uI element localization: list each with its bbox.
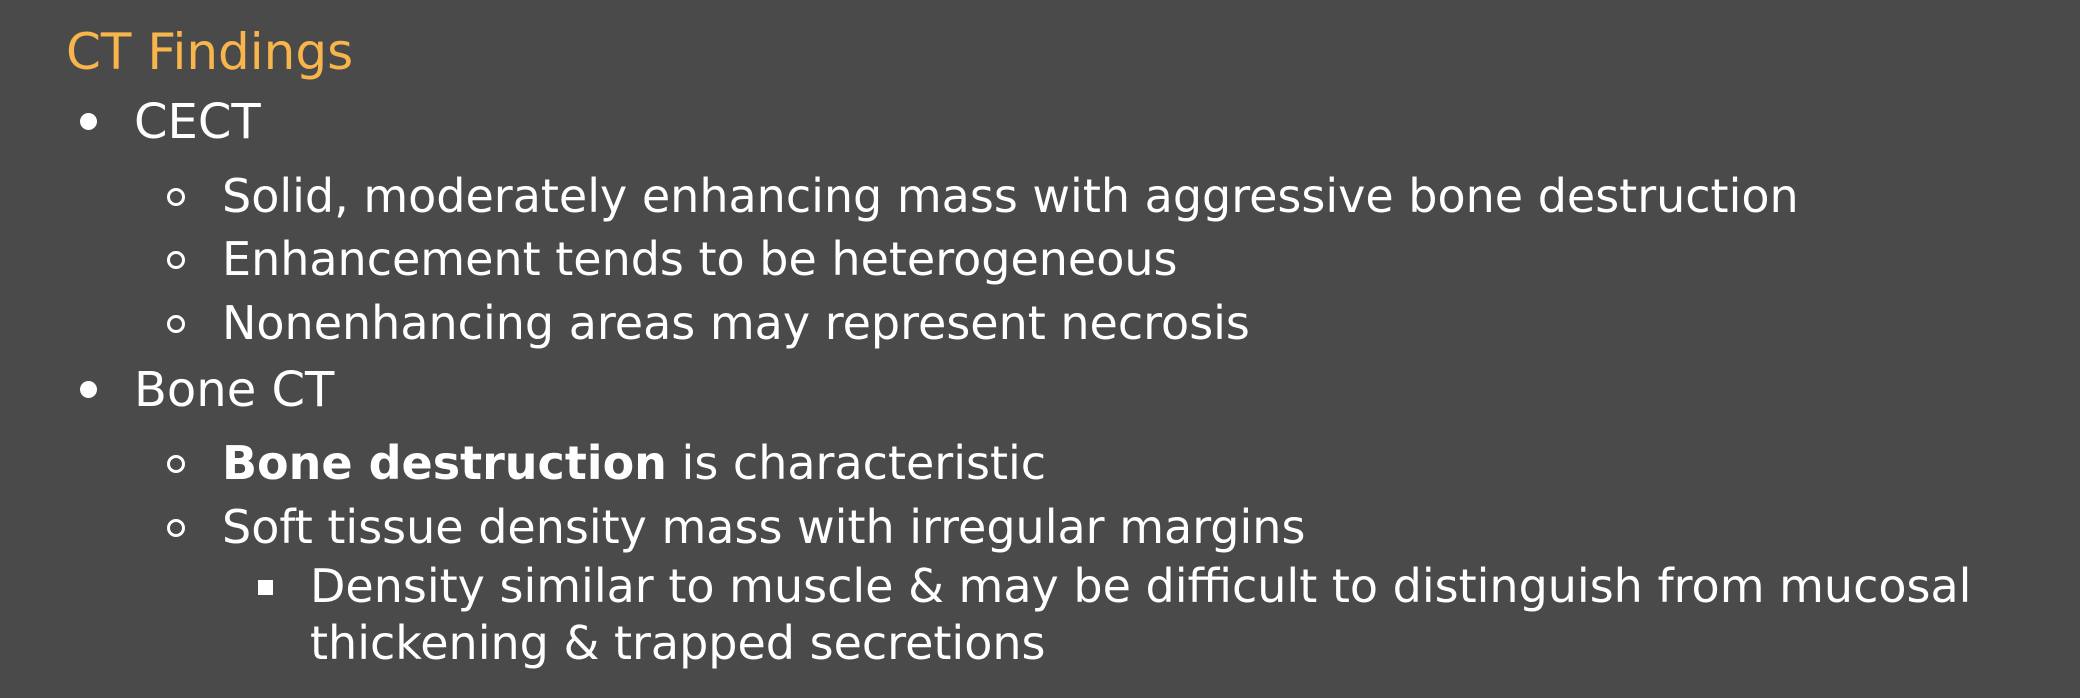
emphasis-text: Bone destruction bbox=[222, 436, 667, 490]
bullet-circle-icon bbox=[167, 519, 185, 537]
sub-list-item-line-2: thickening & trapped secretions bbox=[310, 616, 1046, 670]
list-item: Enhancement tends to be heterogeneous bbox=[222, 232, 1178, 286]
list-item: Soft tissue density mass with irregular … bbox=[222, 500, 1306, 554]
bullet-circle-icon bbox=[167, 251, 185, 269]
list-item: Solid, moderately enhancing mass with ag… bbox=[222, 169, 1799, 223]
list-item-text: is characteristic bbox=[666, 436, 1047, 490]
sub-list-item-line-1: Density similar to muscle & may be diffi… bbox=[310, 559, 1972, 613]
bullet-circle-icon bbox=[167, 188, 185, 206]
bullet-square-icon bbox=[258, 580, 273, 595]
bullet-circle-icon bbox=[167, 315, 185, 333]
bullet-disc-icon bbox=[80, 381, 97, 398]
list-item: Bone destruction is characteristic bbox=[222, 433, 1046, 493]
section-heading-cect: CECT bbox=[134, 94, 261, 150]
slide-title: CT Findings bbox=[66, 23, 354, 81]
bullet-disc-icon bbox=[80, 113, 97, 130]
bullet-circle-icon bbox=[167, 455, 185, 473]
section-heading-bone-ct: Bone CT bbox=[134, 362, 335, 418]
list-item: Nonenhancing areas may represent necrosi… bbox=[222, 296, 1250, 350]
